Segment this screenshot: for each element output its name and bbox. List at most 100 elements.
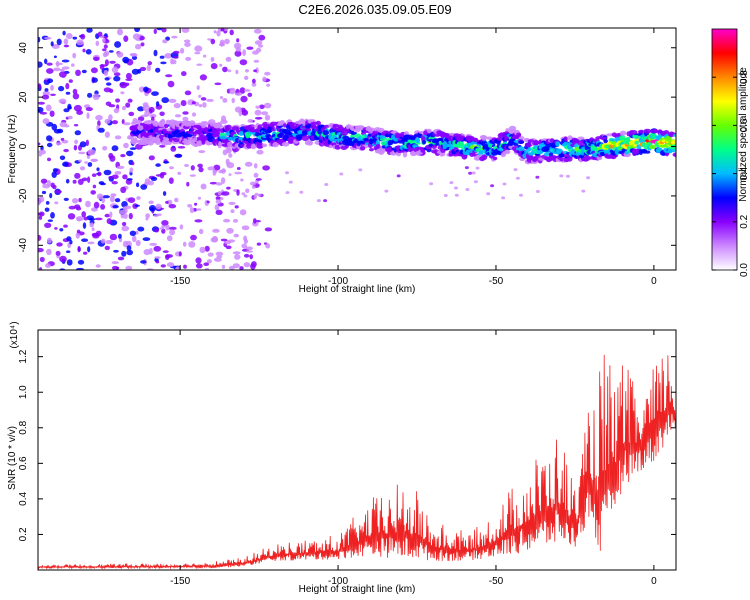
heatmap-cell (117, 256, 125, 261)
heatmap-cell (46, 237, 52, 244)
heatmap-cell (103, 87, 112, 93)
heatmap-cell (667, 149, 673, 154)
heatmap-cell (38, 106, 44, 113)
heatmap-cell (180, 100, 187, 107)
y-scale-label: (x10⁴) (9, 321, 20, 348)
heatmap-cell (415, 138, 420, 144)
colorbar-label: Normalized spectral amplitude (738, 67, 749, 202)
heatmap-cell (233, 233, 239, 238)
heatmap-cell (73, 144, 78, 151)
heatmap-cell (226, 186, 231, 190)
heatmap-cell (228, 201, 236, 205)
heatmap-cell (200, 183, 207, 190)
heatmap-cell (135, 240, 141, 247)
heatmap-cell (87, 149, 96, 156)
heatmap-cell (156, 213, 162, 216)
heatmap-cell (231, 97, 235, 104)
heatmap-cell (132, 138, 138, 144)
heatmap-cell (65, 91, 71, 95)
heatmap-cell (229, 87, 235, 91)
heatmap-cell (149, 113, 157, 119)
heatmap-cell (251, 82, 257, 87)
heatmap-cell (519, 136, 525, 140)
heatmap-cell (214, 257, 222, 262)
heatmap-cell (189, 207, 194, 214)
heatmap-cell (182, 116, 189, 122)
heatmap-cell (131, 55, 138, 60)
heatmap-cell (229, 29, 234, 36)
heatmap-cell (78, 197, 82, 203)
heatmap-cell (96, 167, 100, 172)
heatmap-cell (184, 90, 192, 96)
heatmap-cell (77, 245, 81, 253)
heatmap-cell (195, 257, 202, 264)
heatmap-cell (92, 233, 100, 239)
heatmap-cell (56, 38, 62, 46)
heatmap-cell (155, 101, 160, 107)
y-tick-label: 0.4 (18, 492, 29, 506)
heatmap-cell (115, 98, 121, 103)
heatmap-cell (169, 229, 176, 236)
heatmap-cell (136, 196, 141, 200)
heatmap-cell (112, 205, 119, 209)
heatmap-cell (82, 222, 87, 229)
heatmap-cell (73, 104, 82, 112)
heatmap-cell (492, 156, 498, 161)
heatmap-cell (206, 98, 214, 102)
heatmap-cell (566, 174, 570, 178)
heatmap-cell (261, 143, 267, 148)
heatmap-cell (108, 114, 113, 121)
heatmap-cell (155, 260, 160, 264)
heatmap-cell (265, 243, 271, 249)
heatmap-cell (155, 203, 162, 210)
heatmap-cell (583, 155, 591, 161)
heatmap-cell (454, 193, 459, 197)
heatmap-cell (137, 226, 145, 232)
heatmap-cell (376, 144, 381, 149)
heatmap-cell (46, 248, 52, 256)
heatmap-cell (533, 139, 539, 146)
heatmap-cell (234, 254, 241, 260)
heatmap-cell (160, 61, 167, 65)
heatmap-cell (518, 146, 525, 152)
heatmap-cell (269, 121, 278, 127)
heatmap-cell (507, 141, 516, 146)
heatmap-cell (263, 102, 272, 109)
heatmap-cell (245, 188, 250, 194)
heatmap-cell (475, 166, 480, 170)
heatmap-cell (51, 171, 57, 178)
heatmap-cell (168, 177, 174, 184)
heatmap-cell (102, 195, 110, 199)
heatmap-cell (91, 173, 97, 177)
heatmap-cell (519, 193, 523, 197)
heatmap-cell (56, 242, 63, 247)
heatmap-cell (228, 265, 235, 270)
heatmap-cell (137, 116, 145, 122)
heatmap-cell (67, 106, 72, 110)
heatmap-cell (67, 213, 76, 220)
x-tick-label: -150 (170, 576, 190, 587)
heatmap-cell (126, 249, 133, 256)
heatmap-cell (524, 149, 529, 154)
heatmap-cell (189, 174, 196, 177)
heatmap-cell (254, 128, 260, 133)
heatmap-cell (122, 174, 128, 180)
heatmap-cell (241, 243, 248, 249)
heatmap-cell (111, 145, 119, 152)
heatmap-cell (215, 251, 224, 257)
heatmap-cell (51, 123, 58, 131)
heatmap-cell (153, 245, 162, 252)
heatmap-cell (219, 39, 225, 47)
heatmap-cell (239, 59, 248, 66)
y-tick-label: 1.0 (18, 385, 29, 399)
heatmap-cell (71, 63, 75, 67)
heatmap-cell (161, 97, 169, 104)
heatmap-cell (42, 184, 51, 189)
heatmap-cell (558, 153, 565, 157)
heatmap-cell (515, 176, 520, 180)
heatmap-cell (44, 222, 52, 228)
heatmap-cell (111, 66, 119, 74)
heatmap-cell (472, 137, 479, 143)
heatmap-cell (207, 38, 212, 41)
heatmap-cell (109, 155, 116, 162)
